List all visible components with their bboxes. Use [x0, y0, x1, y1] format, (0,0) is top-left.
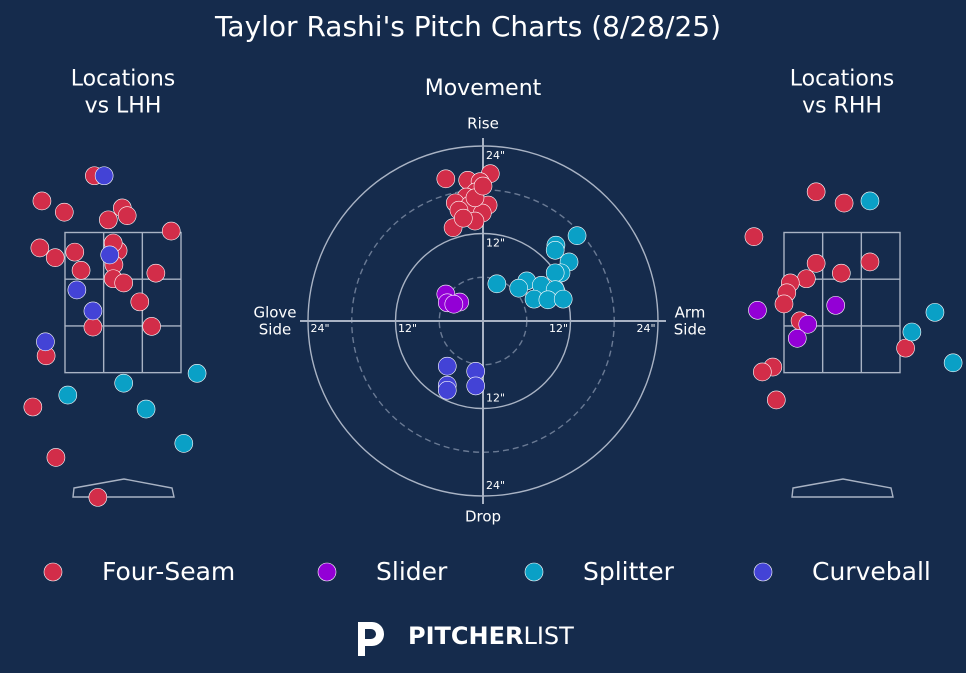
pitch-point — [187, 364, 207, 383]
legend-label: Splitter — [583, 557, 675, 586]
pitch-point — [174, 434, 194, 453]
pitch-point — [136, 399, 156, 419]
axis-label: Glove Side — [253, 303, 296, 338]
x-tick-label: 12" — [549, 322, 568, 335]
pitch-point — [860, 252, 880, 272]
pitch-point — [748, 300, 767, 320]
pitch-point — [65, 242, 85, 262]
panel-title: Locations vs RHH — [790, 67, 895, 119]
pitch-point — [774, 294, 794, 314]
pitch-point — [36, 332, 55, 352]
pitch-point — [509, 278, 529, 298]
pitch-point — [437, 380, 457, 400]
panel-title: Locations vs LHH — [71, 67, 176, 119]
pitch-point — [117, 206, 137, 225]
pitch-point — [437, 356, 457, 376]
pitch-point — [473, 176, 493, 196]
pitch-point — [826, 296, 846, 315]
pitch-point — [753, 362, 772, 382]
pitch-point — [88, 488, 108, 507]
axis-label: Arm Side — [674, 303, 706, 338]
pitch-point — [834, 193, 854, 213]
logo-bold: PITCHER — [408, 622, 523, 650]
legend-label: Slider — [376, 557, 448, 586]
pitch-point — [114, 373, 133, 393]
y-tick-label: 24" — [486, 149, 505, 162]
pitch-point — [130, 292, 150, 312]
pitch-point — [553, 289, 573, 309]
pitch-point — [46, 448, 66, 467]
y-tick-label: 12" — [486, 392, 505, 405]
pitch-point — [943, 353, 963, 373]
pitch-point — [860, 191, 880, 211]
y-tick-label: 24" — [486, 479, 505, 492]
pitch-point — [896, 338, 915, 358]
pitch-point — [567, 226, 587, 245]
home-plate — [72, 478, 175, 498]
pitch-point — [83, 301, 103, 321]
logo-light: LIST — [523, 622, 574, 650]
pitch-point — [925, 303, 945, 322]
pitch-point — [545, 240, 565, 260]
pitch-point — [146, 263, 166, 283]
pitch-point — [454, 208, 473, 228]
y-tick-label: 12" — [486, 237, 505, 250]
strike-zone — [64, 231, 182, 374]
chart-title: Taylor Rashi's Pitch Charts (8/28/25) — [214, 10, 721, 43]
pitch-point — [436, 169, 456, 189]
pitch-point — [767, 390, 786, 410]
axis-label: Rise — [467, 115, 499, 133]
legend-marker — [524, 562, 544, 582]
legend-marker — [753, 562, 773, 582]
pitch-point — [545, 263, 565, 283]
pitch-point — [444, 294, 464, 314]
pitch-point — [83, 317, 103, 337]
pitch-point — [902, 322, 922, 342]
logo-text: PITCHERLIST — [408, 622, 574, 650]
pitch-point — [806, 254, 826, 273]
pitch-point — [787, 329, 807, 348]
x-tick-label: 12" — [398, 322, 417, 335]
x-tick-label: 24" — [636, 322, 655, 335]
pitch-point — [45, 248, 65, 268]
home-plate — [791, 478, 894, 498]
pitch-point — [32, 191, 52, 211]
legend-label: Four-Seam — [102, 557, 235, 586]
pitch-point — [832, 263, 851, 283]
pitch-point — [744, 227, 764, 247]
pitch-point — [67, 280, 87, 300]
pitch-point — [100, 245, 120, 265]
pitch-point — [487, 274, 507, 294]
legend-marker — [43, 562, 63, 582]
pitch-point — [798, 314, 818, 334]
pitch-point — [30, 238, 50, 258]
pitch-point — [54, 202, 74, 222]
panel-title: Movement — [425, 76, 542, 101]
x-tick-label: 24" — [310, 322, 329, 335]
pitch-point — [23, 397, 43, 417]
pitch-point — [161, 221, 181, 241]
pitch-point — [142, 317, 161, 336]
legend-label: Curveball — [812, 557, 931, 586]
pitch-point — [114, 273, 133, 293]
axis-label: Drop — [465, 508, 501, 526]
pitch-point — [797, 269, 816, 289]
pitch-point — [99, 210, 118, 230]
logo-icon — [358, 622, 384, 656]
pitch-point — [58, 385, 78, 405]
pitch-point — [71, 261, 91, 280]
pitch-point — [806, 182, 826, 202]
pitch-point — [94, 166, 114, 186]
legend-marker — [317, 562, 337, 582]
pitch-point — [466, 376, 486, 396]
logo: PITCHERLIST — [358, 622, 574, 656]
